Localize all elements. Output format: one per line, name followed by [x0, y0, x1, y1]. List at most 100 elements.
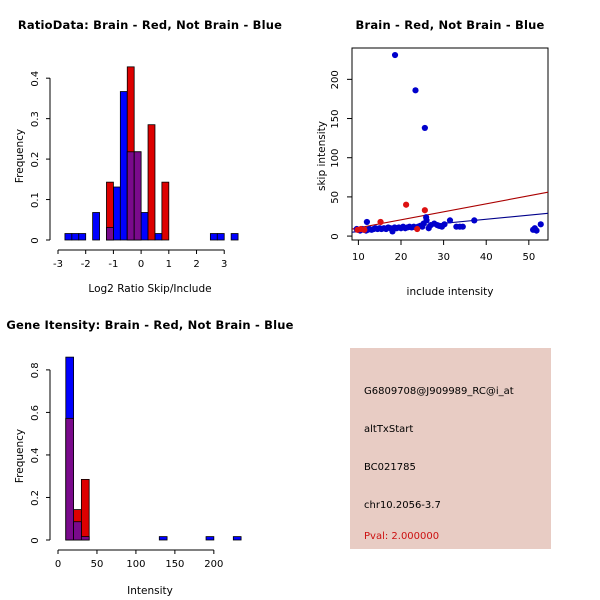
y-tick-label: 0.8: [30, 362, 41, 378]
ratio-histogram-plot: 0 0.1 0.2 0.3 0.4 -3 -2 -1 0 1 2 3: [30, 66, 239, 270]
y-tick-label: 0.4: [30, 447, 41, 463]
intensity-scatter-frame: [351, 47, 549, 241]
x-tick-label: -3: [53, 259, 63, 270]
intensity-scatter-title: Brain - Red, Not Brain - Blue: [355, 18, 545, 32]
intensity-scatter-plot: 0 50 100 150 200 10 20 30 40 50: [330, 47, 549, 263]
y-tick-label: 0: [30, 237, 41, 243]
x-tick-label: 50: [522, 252, 535, 263]
x-tick-label: 0: [138, 259, 144, 270]
probe-info-panel: G6809708@J909989_RC@i_at altTxStart BC02…: [350, 348, 551, 549]
histogram-bar: [92, 212, 100, 241]
y-tick-label: 0.2: [30, 490, 41, 506]
x-tick-label: 10: [352, 252, 365, 263]
info-pval: Pval: 2.000000: [364, 531, 440, 542]
x-tick-label: -2: [81, 259, 91, 270]
info-locus: chr10.2056-3.7: [364, 500, 441, 511]
scatter-point: [361, 226, 368, 233]
y-tick-label: 0.4: [30, 71, 41, 87]
gene-intensity-bars: [65, 356, 242, 541]
histogram-bar: [64, 233, 73, 241]
histogram-bar: [209, 233, 218, 241]
scatter-point: [421, 207, 428, 214]
y-tick-label: 0: [330, 233, 341, 239]
histogram-bar: [216, 233, 225, 241]
y-tick-label: 0: [30, 537, 41, 543]
x-tick-label: 1: [166, 259, 172, 270]
intensity-scatter-points: [353, 51, 544, 235]
scatter-point: [412, 87, 419, 94]
ratio-histogram-axes: [46, 77, 225, 254]
x-tick-label: -1: [108, 259, 118, 270]
x-tick-label: 150: [165, 559, 184, 570]
gene-intensity-axes: [46, 369, 215, 554]
gene-intensity-tick-labels: 0 0.2 0.4 0.6 0.8 0 50 100 150 200: [30, 362, 223, 570]
x-tick-label: 20: [395, 252, 408, 263]
histogram-bar: [113, 186, 121, 241]
histogram-bar: [80, 478, 90, 541]
scatter-point: [537, 221, 544, 228]
x-tick-label: 40: [480, 252, 493, 263]
gene-intensity-plot: 0 0.2 0.4 0.6 0.8 0 50 100 150 200: [30, 356, 242, 570]
histogram-bar: [119, 91, 128, 241]
y-tick-label: 50: [330, 191, 341, 204]
panel-gene-intensity-histogram: Gene Itensity: Brain - Red, Not Brain - …: [0, 300, 300, 600]
ratio-histogram-tick-labels: 0 0.1 0.2 0.3 0.4 -3 -2 -1 0 1 2 3: [30, 71, 227, 270]
plot-frame: [351, 47, 549, 241]
scatter-point: [421, 124, 428, 132]
histogram-bar-overlap: [73, 521, 82, 541]
intensity-scatter-axes: [347, 78, 530, 245]
histogram-bar: [78, 233, 87, 241]
y-tick-label: 0.6: [30, 405, 41, 421]
gene-intensity-xlabel: Intensity: [127, 585, 173, 597]
intensity-scatter-ylabel: skip intensity: [316, 121, 328, 191]
histogram-bar-overlap: [106, 227, 114, 241]
scatter-point: [420, 220, 427, 227]
y-tick-label: 200: [330, 70, 341, 89]
histogram-bar: [230, 233, 239, 241]
ratio-histogram-ylabel: Frequency: [14, 128, 26, 184]
ratio-histogram-bars: [64, 66, 239, 241]
scatter-point: [459, 223, 466, 230]
info-event-type: altTxStart: [364, 424, 414, 435]
info-accession: BC021785: [364, 462, 416, 473]
ratio-histogram-title: RatioData: Brain - Red, Not Brain - Blue: [17, 18, 283, 32]
trendline: [351, 191, 549, 230]
x-tick-label: 0: [55, 559, 61, 570]
scatter-point: [533, 227, 540, 234]
histogram-bar: [154, 233, 163, 241]
scatter-point: [403, 201, 410, 208]
gene-intensity-ylabel: Frequency: [14, 428, 26, 484]
histogram-bar: [205, 536, 215, 541]
x-tick-label: 2: [193, 259, 199, 270]
scatter-point: [414, 225, 421, 233]
scatter-point: [446, 217, 454, 224]
scatter-point: [377, 218, 384, 226]
x-tick-label: 100: [126, 559, 145, 570]
scatter-point: [363, 218, 371, 226]
histogram-bar: [140, 212, 149, 241]
y-tick-label: 0.3: [30, 111, 41, 127]
info-probe-id: G6809708@J909989_RC@i_at: [364, 386, 514, 397]
histogram-bar-overlap: [133, 151, 142, 241]
histogram-bar: [232, 536, 242, 541]
histogram-bar-overlap: [126, 151, 135, 241]
histogram-bar: [158, 536, 168, 541]
scatter-point: [441, 221, 448, 228]
x-tick-label: 200: [204, 559, 223, 570]
intensity-scatter-tick-labels: 0 50 100 150 200 10 20 30 40 50: [330, 70, 535, 263]
histogram-bar: [71, 233, 80, 241]
histogram-bar: [161, 181, 170, 241]
gene-intensity-title: Gene Itensity: Brain - Red, Not Brain - …: [6, 318, 294, 332]
y-tick-label: 0.2: [30, 152, 41, 168]
ratio-histogram-xlabel: Log2 Ratio Skip/Include: [88, 283, 212, 295]
x-tick-label: 3: [221, 259, 227, 270]
y-tick-label: 100: [330, 149, 341, 168]
histogram-bar: [147, 124, 156, 241]
y-tick-label: 0.1: [30, 192, 41, 208]
intensity-scatter-xlabel: include intensity: [406, 286, 494, 298]
histogram-bar-overlap: [80, 536, 90, 541]
x-tick-label: 30: [437, 252, 450, 263]
x-tick-label: 50: [91, 559, 104, 570]
histogram-bar-overlap: [65, 417, 74, 541]
